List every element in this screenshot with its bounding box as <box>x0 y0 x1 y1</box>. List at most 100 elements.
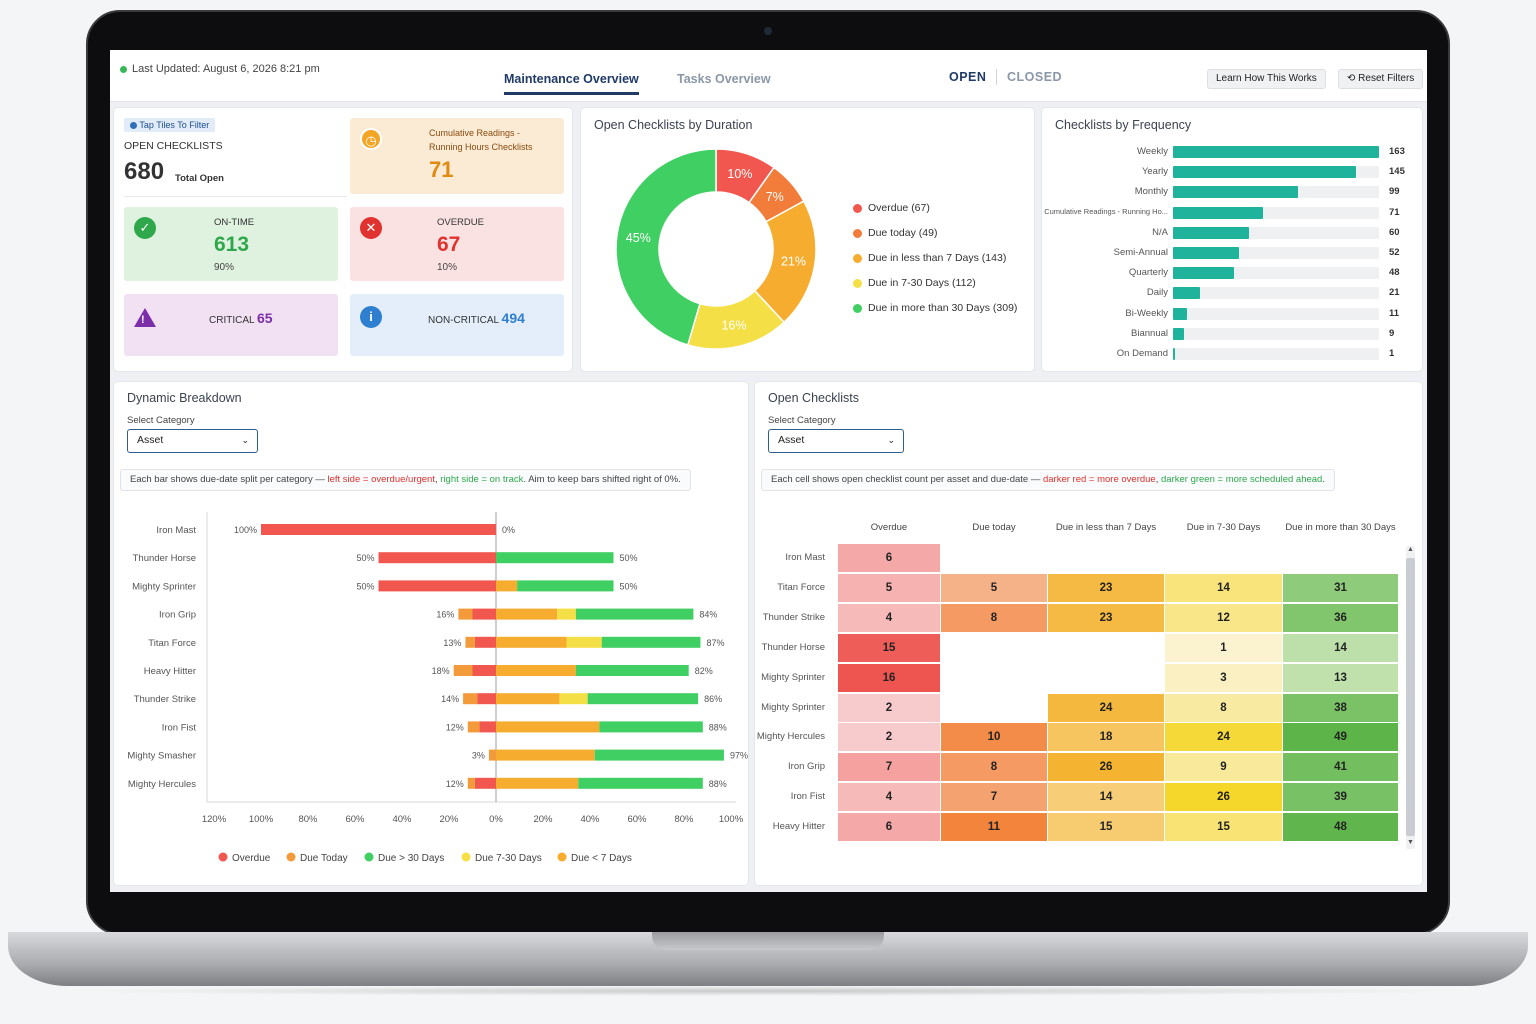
heatmap-cell[interactable]: 6 <box>838 813 940 842</box>
heatmap-cell[interactable]: 12 <box>1165 603 1282 632</box>
breakdown-bar-segment[interactable] <box>594 749 724 761</box>
toggle-open[interactable]: OPEN <box>949 70 987 84</box>
frequency-bar-row[interactable]: Daily 21 <box>1042 287 1427 300</box>
heatmap-cell[interactable]: 5 <box>838 573 940 602</box>
breakdown-bar-segment[interactable] <box>467 777 475 789</box>
frequency-bar[interactable] <box>1173 146 1379 158</box>
frequency-bar-row[interactable]: Yearly 145 <box>1042 166 1427 179</box>
breakdown-legend-label[interactable]: Due Today <box>300 853 348 864</box>
heatmap-cell[interactable]: 7 <box>941 783 1047 812</box>
breakdown-bar-segment[interactable] <box>578 777 703 789</box>
breakdown-bar-segment[interactable] <box>575 665 689 676</box>
overdue-tile[interactable]: ✕ OVERDUE 67 10% <box>350 207 564 281</box>
frequency-bar[interactable] <box>1173 166 1357 179</box>
heatmap-cell[interactable]: 10 <box>941 723 1047 752</box>
heatmap-scrollbar[interactable]: ▲ ▼ <box>1406 546 1415 849</box>
frequency-bar-row[interactable]: Weekly 163 <box>1042 146 1427 158</box>
breakdown-bar-segment[interactable] <box>496 721 600 733</box>
duration-legend-gt30[interactable]: Due in more than 30 Days (309) <box>853 302 1017 314</box>
breakdown-bar-segment[interactable] <box>474 777 496 789</box>
toggle-closed[interactable]: CLOSED <box>1007 70 1063 84</box>
frequency-bar-row[interactable]: Biannual 9 <box>1042 327 1427 340</box>
breakdown-bar-segment[interactable] <box>601 636 701 648</box>
breakdown-bar-segment[interactable] <box>496 665 576 676</box>
donut-slice-4[interactable] <box>615 148 717 346</box>
breakdown-bar-segment[interactable] <box>465 636 475 648</box>
breakdown-bar-segment[interactable] <box>458 608 473 620</box>
frequency-bar-row[interactable]: Bi-Weekly 11 <box>1042 307 1427 320</box>
heatmap-cell[interactable]: 8 <box>1165 693 1282 722</box>
breakdown-legend-label[interactable]: Due > 30 Days <box>378 853 444 864</box>
breakdown-bar-segment[interactable] <box>496 693 560 705</box>
heatmap-cell[interactable]: 23 <box>1048 603 1164 632</box>
heatmap-cell[interactable]: 38 <box>1283 693 1398 722</box>
frequency-bar[interactable] <box>1173 206 1263 219</box>
heatmap-cell[interactable]: 2 <box>838 693 940 722</box>
frequency-bar[interactable] <box>1173 307 1187 320</box>
heatmap-cell[interactable]: 8 <box>941 603 1047 632</box>
heatmap-cell[interactable]: 3 <box>1165 663 1282 692</box>
frequency-bar[interactable] <box>1173 327 1185 340</box>
heatmap-cell[interactable]: 8 <box>941 753 1047 782</box>
heatmap-cell[interactable]: 41 <box>1283 753 1398 782</box>
duration-legend-lt7[interactable]: Due in less than 7 Days (143) <box>853 252 1006 264</box>
breakdown-bar-segment[interactable] <box>463 693 478 705</box>
frequency-bar-row[interactable]: Monthly 99 <box>1042 186 1427 199</box>
frequency-bar-row[interactable]: Cumulative Readings - Running Ho... 71 <box>1042 206 1427 219</box>
breakdown-bar-segment[interactable] <box>599 721 703 733</box>
frequency-bar-row[interactable]: On Demand 1 <box>1042 348 1427 360</box>
heatmap-cell[interactable]: 4 <box>838 603 940 632</box>
heatmap-cell[interactable]: 6 <box>838 544 940 572</box>
tab-tasks-overview[interactable]: Tasks Overview <box>677 72 771 86</box>
heatmap-cell[interactable]: 15 <box>838 633 940 662</box>
breakdown-category-select[interactable]: Asset ⌄ <box>127 429 258 453</box>
reset-filters-button[interactable]: ⟲ Reset Filters <box>1338 69 1424 89</box>
breakdown-bar-segment[interactable] <box>496 777 579 789</box>
frequency-bar[interactable] <box>1173 226 1249 239</box>
breakdown-bar-segment[interactable] <box>467 721 480 733</box>
heatmap-cell[interactable]: 2 <box>838 723 940 752</box>
heatmap-cell[interactable]: 14 <box>1048 783 1164 812</box>
heatmap-cell[interactable]: 31 <box>1283 573 1398 602</box>
breakdown-bar-segment[interactable] <box>474 636 496 648</box>
breakdown-bar-segment[interactable] <box>575 608 694 620</box>
heatmap-cell[interactable]: 7 <box>838 753 940 782</box>
duration-legend-7-30[interactable]: Due in 7-30 Days (112) <box>853 277 976 289</box>
breakdown-bar-segment[interactable] <box>587 693 699 705</box>
heatmap-cell[interactable]: 14 <box>1165 573 1282 602</box>
frequency-bar[interactable] <box>1173 287 1200 300</box>
frequency-bar-row[interactable]: Semi-Annual 52 <box>1042 247 1427 259</box>
breakdown-bar-segment[interactable] <box>496 580 518 592</box>
breakdown-legend-label[interactable]: Overdue <box>232 853 271 864</box>
breakdown-bar-segment[interactable] <box>566 636 602 648</box>
breakdown-legend-label[interactable]: Due < 7 Days <box>571 853 632 864</box>
frequency-bar[interactable] <box>1173 247 1239 259</box>
breakdown-bar-segment[interactable] <box>479 721 496 733</box>
duration-legend-due-today[interactable]: Due today (49) <box>853 227 937 239</box>
breakdown-bar-segment[interactable] <box>472 665 497 676</box>
heatmap-cell[interactable]: 13 <box>1283 663 1398 692</box>
breakdown-bar-segment[interactable] <box>557 608 576 620</box>
scrollbar-thumb[interactable] <box>1406 558 1415 836</box>
frequency-bar[interactable] <box>1173 186 1299 199</box>
heatmap-cell[interactable]: 26 <box>1165 783 1282 812</box>
frequency-bar-row[interactable]: Quarterly 48 <box>1042 267 1427 280</box>
breakdown-bar-segment[interactable] <box>477 693 496 705</box>
breakdown-bar-segment[interactable] <box>559 693 588 705</box>
heatmap-cell[interactable]: 9 <box>1165 753 1282 782</box>
heatmap-cell[interactable]: 16 <box>838 663 940 692</box>
heatmap-cell[interactable]: 1 <box>1165 633 1282 662</box>
heatmap-cell[interactable]: 5 <box>941 573 1047 602</box>
breakdown-bar-segment[interactable] <box>472 608 497 620</box>
heatmap-cell[interactable]: 39 <box>1283 783 1398 812</box>
heatmap-cell[interactable]: 4 <box>838 783 940 812</box>
heatmap-cell[interactable]: 15 <box>1165 813 1282 842</box>
breakdown-bar-segment[interactable] <box>453 665 473 676</box>
heatmap-cell[interactable]: 24 <box>1048 693 1164 722</box>
heatmap-cell[interactable]: 26 <box>1048 753 1164 782</box>
noncritical-tile[interactable]: i NON-CRITICAL 494 <box>350 294 564 356</box>
breakdown-bar-segment[interactable] <box>496 749 595 761</box>
breakdown-bar-segment[interactable] <box>378 580 497 592</box>
breakdown-bar-segment[interactable] <box>517 580 614 592</box>
breakdown-bar-segment[interactable] <box>261 524 496 535</box>
